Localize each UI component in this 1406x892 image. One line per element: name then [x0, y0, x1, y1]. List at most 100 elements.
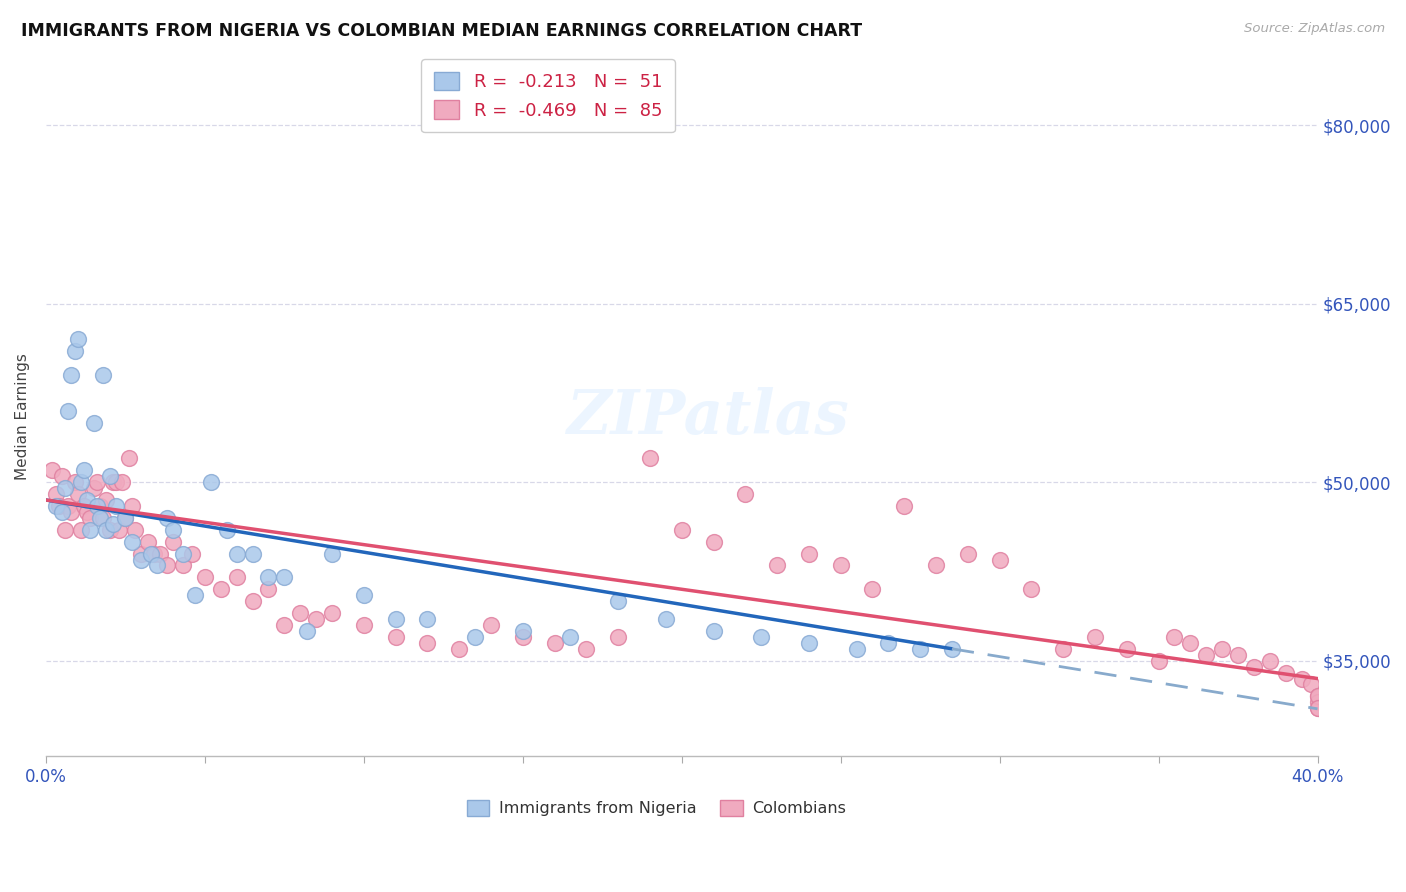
- Point: [1306, 690, 1329, 704]
- Point: [512, 630, 534, 644]
- Point: [70, 475, 93, 490]
- Point: [136, 534, 159, 549]
- Point: [734, 487, 756, 501]
- Point: [86, 499, 108, 513]
- Point: [89, 511, 111, 525]
- Point: [295, 624, 318, 638]
- Point: [1306, 690, 1329, 704]
- Point: [98, 469, 121, 483]
- Point: [181, 547, 204, 561]
- Point: [607, 594, 630, 608]
- Point: [114, 511, 136, 525]
- Point: [702, 624, 724, 638]
- Point: [225, 547, 247, 561]
- Point: [1211, 641, 1233, 656]
- Point: [273, 618, 295, 632]
- Point: [1115, 641, 1137, 656]
- Y-axis label: Median Earnings: Median Earnings: [15, 353, 30, 480]
- Point: [655, 612, 678, 626]
- Point: [1306, 695, 1329, 709]
- Point: [416, 612, 439, 626]
- Point: [257, 570, 280, 584]
- Point: [384, 630, 406, 644]
- Point: [172, 547, 194, 561]
- Point: [671, 523, 693, 537]
- Point: [464, 630, 486, 644]
- Point: [101, 516, 124, 531]
- Point: [58, 499, 80, 513]
- Point: [131, 552, 153, 566]
- Point: [139, 547, 162, 561]
- Point: [108, 523, 131, 537]
- Point: [1227, 648, 1250, 662]
- Text: IMMIGRANTS FROM NIGERIA VS COLOMBIAN MEDIAN EARNINGS CORRELATION CHART: IMMIGRANTS FROM NIGERIA VS COLOMBIAN MED…: [21, 22, 862, 40]
- Point: [104, 475, 127, 490]
- Point: [1291, 672, 1313, 686]
- Point: [96, 523, 118, 537]
- Text: ZIPatlas: ZIPatlas: [565, 386, 849, 447]
- Point: [941, 641, 963, 656]
- Point: [956, 547, 979, 561]
- Legend: Immigrants from Nigeria, Colombians: Immigrants from Nigeria, Colombians: [460, 793, 852, 822]
- Point: [893, 499, 915, 513]
- Point: [1147, 654, 1170, 668]
- Point: [321, 547, 343, 561]
- Point: [143, 547, 166, 561]
- Point: [96, 493, 118, 508]
- Point: [60, 505, 83, 519]
- Point: [353, 588, 375, 602]
- Point: [638, 451, 661, 466]
- Point: [121, 534, 143, 549]
- Point: [117, 451, 139, 466]
- Point: [1021, 582, 1043, 597]
- Point: [83, 416, 105, 430]
- Point: [512, 624, 534, 638]
- Point: [988, 552, 1011, 566]
- Point: [44, 499, 66, 513]
- Point: [449, 641, 471, 656]
- Point: [111, 475, 134, 490]
- Point: [305, 612, 328, 626]
- Point: [845, 641, 868, 656]
- Point: [575, 641, 598, 656]
- Point: [79, 511, 101, 525]
- Point: [908, 641, 931, 656]
- Point: [162, 534, 184, 549]
- Point: [925, 558, 948, 573]
- Point: [242, 594, 264, 608]
- Point: [104, 499, 127, 513]
- Point: [797, 636, 820, 650]
- Point: [89, 499, 111, 513]
- Point: [63, 475, 86, 490]
- Point: [479, 618, 502, 632]
- Point: [51, 469, 73, 483]
- Point: [290, 606, 312, 620]
- Point: [1306, 701, 1329, 715]
- Point: [124, 523, 146, 537]
- Point: [797, 547, 820, 561]
- Point: [321, 606, 343, 620]
- Point: [58, 403, 80, 417]
- Point: [1180, 636, 1202, 650]
- Point: [149, 547, 172, 561]
- Point: [91, 368, 114, 382]
- Point: [830, 558, 852, 573]
- Text: Source: ZipAtlas.com: Source: ZipAtlas.com: [1244, 22, 1385, 36]
- Point: [560, 630, 582, 644]
- Point: [51, 505, 73, 519]
- Point: [273, 570, 295, 584]
- Point: [543, 636, 565, 650]
- Point: [156, 558, 179, 573]
- Point: [877, 636, 900, 650]
- Point: [607, 630, 630, 644]
- Point: [749, 630, 772, 644]
- Point: [862, 582, 884, 597]
- Point: [225, 570, 247, 584]
- Point: [79, 523, 101, 537]
- Point: [1195, 648, 1218, 662]
- Point: [41, 463, 63, 477]
- Point: [384, 612, 406, 626]
- Point: [172, 558, 194, 573]
- Point: [766, 558, 789, 573]
- Point: [86, 475, 108, 490]
